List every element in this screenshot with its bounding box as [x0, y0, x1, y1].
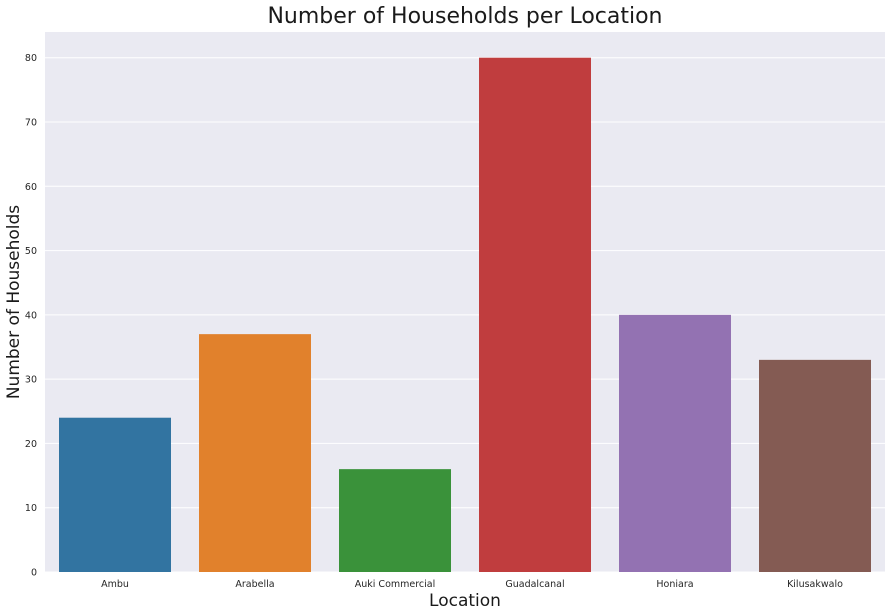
grid-lines — [45, 57, 885, 573]
bar-arabella — [199, 334, 311, 572]
bar-honiara — [619, 314, 731, 572]
y-axis-ticks: 0 10 20 30 40 50 60 70 80 — [25, 53, 37, 578]
x-tick-label-arabella: Arabella — [235, 579, 274, 590]
y-tick-label-30: 30 — [25, 375, 37, 386]
y-tick-label-50: 50 — [25, 246, 37, 257]
y-tick-label-40: 40 — [25, 310, 37, 321]
y-axis-label: Number of Households — [4, 205, 24, 399]
bar-kilusakwalo — [759, 359, 871, 572]
y-tick-label-70: 70 — [25, 118, 37, 129]
x-tick-label-kilusakwalo: Kilusakwalo — [787, 579, 843, 590]
x-tick-label-ambu: Ambu — [101, 579, 129, 590]
x-axis-label: Location — [429, 591, 501, 611]
y-tick-label-10: 10 — [25, 503, 37, 514]
y-tick-label-0: 0 — [31, 568, 37, 579]
bars — [59, 57, 871, 572]
bar-ambu — [59, 417, 171, 572]
chart-title: Number of Households per Location — [267, 4, 662, 29]
x-tick-label-honiara: Honiara — [656, 579, 693, 590]
bar-auki-commercial — [339, 469, 451, 572]
y-tick-label-20: 20 — [25, 439, 37, 450]
x-tick-label-auki-commercial: Auki Commercial — [355, 579, 436, 590]
bar-guadalcanal — [479, 57, 591, 572]
x-tick-label-guadalcanal: Guadalcanal — [505, 579, 564, 590]
y-tick-label-60: 60 — [25, 182, 37, 193]
x-axis-ticks: Ambu Arabella Auki Commercial Guadalcanal Ho… — [101, 579, 843, 590]
y-tick-label-80: 80 — [25, 53, 37, 64]
